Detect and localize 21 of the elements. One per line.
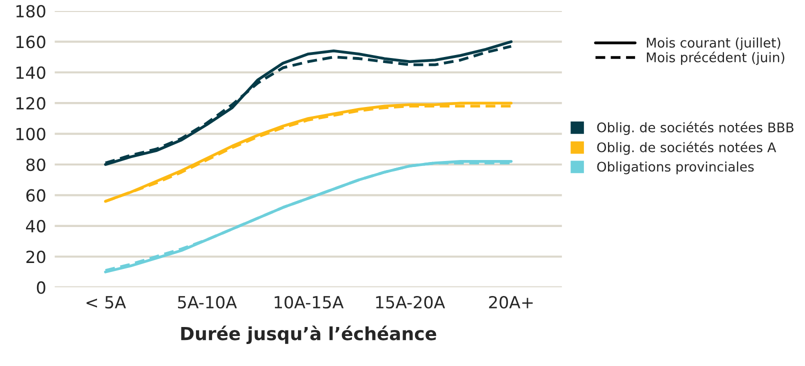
y-tick-label: 180	[16, 4, 46, 18]
x-tick-label: 15A-20A	[376, 296, 446, 309]
y-tick-label: 120	[16, 97, 46, 110]
y-tick-label: 140	[16, 66, 46, 79]
x-tick-label: < 5A	[86, 296, 126, 309]
y-tick-label: 160	[16, 36, 46, 48]
legend-label: Oblig. de sociétés notées A	[597, 142, 776, 155]
text: Mois courant (juillet)	[646, 37, 780, 50]
x-tick-label: 10A-15A	[274, 296, 344, 309]
x-tick-label: 20A+	[489, 296, 533, 309]
y-tick-label: 80	[26, 158, 46, 172]
y-tick-label: 100	[16, 128, 46, 140]
y-tick-label: 20	[26, 250, 46, 264]
y-tick-label: 0	[36, 281, 46, 294]
x-axis-title: Durée jusqu’à l’échéance	[181, 326, 436, 344]
x-tick-label: 5A-10A	[178, 296, 237, 309]
legend-label: Obligations provinciales	[597, 161, 754, 174]
y-tick-label: 40	[26, 220, 46, 232]
y-tick-label: 60	[26, 189, 46, 202]
text: Mois précédent (juin)	[646, 52, 784, 65]
legend-label: Oblig. de sociétés notées BBB	[597, 122, 794, 135]
